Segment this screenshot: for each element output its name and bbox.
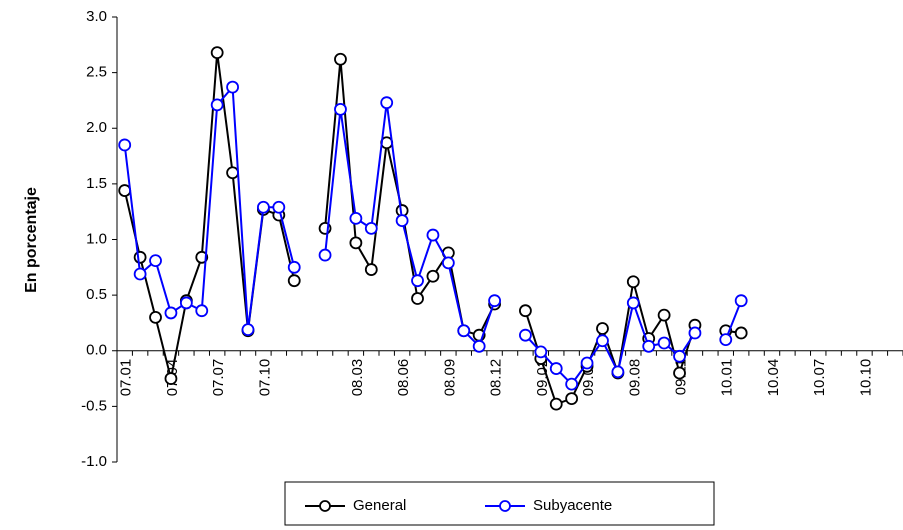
y-tick-label: -1.0 bbox=[81, 453, 107, 470]
data-point bbox=[164, 306, 178, 320]
data-point bbox=[565, 392, 579, 405]
x-tick-label: 10.07 bbox=[811, 359, 828, 397]
legend-box bbox=[284, 481, 715, 526]
y-axis-title: En porcentaje bbox=[23, 187, 40, 293]
x-tick-label: 10.04 bbox=[765, 359, 782, 397]
data-point bbox=[195, 250, 209, 264]
data-point bbox=[118, 184, 132, 197]
data-point bbox=[411, 292, 424, 305]
data-point bbox=[642, 339, 656, 353]
data-point bbox=[549, 397, 563, 411]
x-tick-label: 07.10 bbox=[256, 359, 273, 397]
data-point bbox=[380, 96, 394, 110]
data-point bbox=[364, 221, 378, 235]
data-point bbox=[118, 138, 132, 152]
y-tick-label: 0.5 bbox=[86, 286, 107, 303]
data-point bbox=[673, 349, 686, 363]
data-point bbox=[334, 102, 347, 116]
x-tick-label: 09.02 bbox=[534, 359, 551, 397]
y-tick-label: -0.5 bbox=[81, 397, 107, 414]
data-point bbox=[719, 333, 733, 347]
x-tick-label: 10.10 bbox=[857, 359, 874, 397]
legend-marker bbox=[319, 500, 331, 512]
data-point bbox=[688, 326, 702, 340]
data-point bbox=[226, 166, 239, 180]
data-point bbox=[488, 294, 501, 308]
data-point bbox=[133, 267, 147, 281]
data-point bbox=[149, 310, 162, 324]
data-point bbox=[411, 274, 424, 288]
data-point bbox=[734, 294, 748, 308]
data-point bbox=[657, 336, 671, 350]
data-point bbox=[457, 324, 471, 338]
x-tick-label: 08.12 bbox=[488, 359, 505, 397]
data-point bbox=[164, 372, 178, 385]
y-tick-label: 0.0 bbox=[86, 342, 107, 359]
data-point bbox=[364, 263, 378, 276]
x-tick-label: 07.01 bbox=[118, 359, 135, 397]
data-point bbox=[657, 308, 671, 322]
data-point bbox=[179, 296, 193, 310]
x-tick-label: 08.03 bbox=[349, 359, 366, 397]
data-point bbox=[673, 366, 686, 380]
legend-label: Subyacente bbox=[533, 497, 612, 514]
data-point bbox=[441, 256, 455, 270]
x-tick-label: 08.06 bbox=[395, 359, 412, 397]
data-point bbox=[596, 334, 609, 348]
data-point bbox=[241, 323, 255, 337]
data-point bbox=[519, 328, 532, 342]
x-tick-label: 07.07 bbox=[210, 359, 227, 397]
y-tick-label: 1.5 bbox=[86, 175, 107, 192]
data-point bbox=[472, 339, 486, 353]
legend-label: General bbox=[353, 497, 406, 514]
data-point bbox=[287, 260, 301, 274]
data-point bbox=[519, 304, 532, 318]
data-point bbox=[549, 362, 563, 375]
data-point bbox=[133, 250, 147, 264]
data-point bbox=[226, 80, 239, 94]
data-point bbox=[426, 228, 440, 242]
data-point bbox=[565, 377, 579, 391]
y-tick-label: 1.0 bbox=[86, 230, 107, 247]
data-point bbox=[626, 296, 640, 310]
data-point bbox=[426, 269, 440, 283]
data-point bbox=[611, 365, 625, 379]
x-tick-label: 10.01 bbox=[719, 359, 736, 397]
data-point bbox=[287, 274, 301, 288]
data-point bbox=[257, 200, 270, 214]
legend-marker bbox=[499, 500, 511, 512]
data-point bbox=[580, 356, 594, 370]
data-point bbox=[149, 254, 162, 268]
y-tick-label: 2.0 bbox=[86, 119, 107, 136]
data-point bbox=[395, 214, 409, 227]
data-point bbox=[626, 275, 640, 289]
data-point bbox=[334, 52, 347, 66]
data-point bbox=[318, 248, 332, 262]
series-line bbox=[123, 84, 743, 386]
data-point bbox=[534, 345, 548, 359]
data-point bbox=[195, 304, 209, 318]
y-tick-label: 3.0 bbox=[86, 8, 107, 25]
data-point bbox=[349, 211, 363, 225]
x-tick-label: 09.08 bbox=[626, 359, 643, 397]
data-point bbox=[210, 98, 224, 112]
data-point bbox=[272, 200, 286, 214]
x-tick-label: 08.09 bbox=[441, 359, 458, 397]
data-point bbox=[349, 236, 363, 250]
data-point bbox=[734, 326, 748, 340]
data-point bbox=[210, 46, 224, 59]
y-tick-label: 2.5 bbox=[86, 64, 107, 81]
data-point bbox=[596, 322, 609, 335]
